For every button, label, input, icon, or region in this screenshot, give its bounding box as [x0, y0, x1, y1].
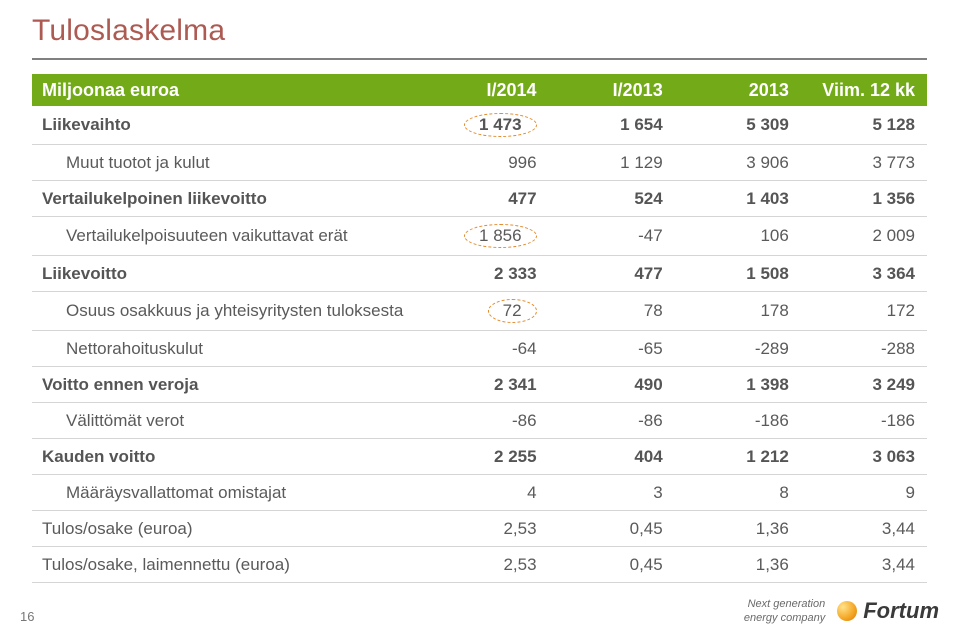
row-value: -289 — [675, 331, 801, 367]
col-header-2: I/2013 — [549, 74, 675, 106]
row-value: 9 — [801, 475, 927, 511]
row-value: -186 — [675, 403, 801, 439]
row-value: -186 — [801, 403, 927, 439]
row-value: 3 773 — [801, 145, 927, 181]
table-row: Tulos/osake (euroa)2,530,451,363,44 — [32, 511, 927, 547]
highlight-circle: 1 473 — [464, 113, 537, 137]
table-row: Liikevoitto2 3334771 5083 364 — [32, 256, 927, 292]
row-value: 0,45 — [549, 511, 675, 547]
table-row: Välittömät verot-86-86-186-186 — [32, 403, 927, 439]
row-value: 1 398 — [675, 367, 801, 403]
row-value: -288 — [801, 331, 927, 367]
table-container: Miljoonaa euroa I/2014 I/2013 2013 Viim.… — [0, 60, 959, 583]
row-label: Muut tuotot ja kulut — [32, 145, 422, 181]
page-title: Tuloslaskelma — [32, 14, 927, 48]
row-value: 1 473 — [422, 106, 548, 145]
row-label: Osuus osakkuus ja yhteisyritysten tuloks… — [32, 292, 422, 331]
sun-icon — [837, 601, 857, 621]
row-value: 72 — [422, 292, 548, 331]
row-value: 996 — [422, 145, 548, 181]
row-value: -47 — [549, 217, 675, 256]
table-row: Määräysvallattomat omistajat4389 — [32, 475, 927, 511]
col-header-4: Viim. 12 kk — [801, 74, 927, 106]
row-value: 1 403 — [675, 181, 801, 217]
table-row: Vertailukelpoisuuteen vaikuttavat erät 1 … — [32, 217, 927, 256]
row-value: -65 — [549, 331, 675, 367]
row-value: 2 333 — [422, 256, 548, 292]
brand-tagline-2: energy company — [744, 612, 825, 624]
row-value: 3 364 — [801, 256, 927, 292]
row-value: 1 356 — [801, 181, 927, 217]
table-row: Tulos/osake, laimennettu (euroa)2,530,45… — [32, 547, 927, 583]
row-label: Voitto ennen veroja — [32, 367, 422, 403]
row-value: 1 129 — [549, 145, 675, 181]
row-value: 404 — [549, 439, 675, 475]
row-value: 477 — [549, 256, 675, 292]
row-value: 3 249 — [801, 367, 927, 403]
col-header-3: 2013 — [675, 74, 801, 106]
row-value: 8 — [675, 475, 801, 511]
highlight-circle: 1 856 — [464, 224, 537, 248]
footer: 16 Next generation energy company Fortum — [0, 592, 959, 630]
row-value: 3,44 — [801, 511, 927, 547]
row-label: Liikevoitto — [32, 256, 422, 292]
col-header-label: Miljoonaa euroa — [32, 74, 422, 106]
brand-tagline-1: Next generation — [748, 598, 826, 610]
row-label: Tulos/osake (euroa) — [32, 511, 422, 547]
row-value: 5 128 — [801, 106, 927, 145]
brand-logo: Fortum — [837, 598, 939, 624]
brand-block: Next generation energy company Fortum — [744, 598, 939, 624]
row-label: Kauden voitto — [32, 439, 422, 475]
row-value: -86 — [549, 403, 675, 439]
col-header-1: I/2014 — [422, 74, 548, 106]
brand-name: Fortum — [863, 598, 939, 624]
row-value: 178 — [675, 292, 801, 331]
row-label: Nettorahoituskulut — [32, 331, 422, 367]
row-value: 106 — [675, 217, 801, 256]
row-value: 1 654 — [549, 106, 675, 145]
row-value: 2,53 — [422, 547, 548, 583]
row-value: 5 309 — [675, 106, 801, 145]
row-value: 3 063 — [801, 439, 927, 475]
table-row: Kauden voitto2 2554041 2123 063 — [32, 439, 927, 475]
row-value: 2,53 — [422, 511, 548, 547]
table-header-row: Miljoonaa euroa I/2014 I/2013 2013 Viim.… — [32, 74, 927, 106]
row-value: 3 906 — [675, 145, 801, 181]
row-label: Vertailukelpoinen liikevoitto — [32, 181, 422, 217]
row-value: 2 009 — [801, 217, 927, 256]
table-row: Nettorahoituskulut-64-65-289-288 — [32, 331, 927, 367]
row-value: 3 — [549, 475, 675, 511]
row-value: 2 341 — [422, 367, 548, 403]
row-value: -86 — [422, 403, 548, 439]
row-value: 1 508 — [675, 256, 801, 292]
row-value: 1,36 — [675, 547, 801, 583]
row-label: Välittömät verot — [32, 403, 422, 439]
row-value: 0,45 — [549, 547, 675, 583]
row-label: Vertailukelpoisuuteen vaikuttavat erät — [32, 217, 422, 256]
row-value: 490 — [549, 367, 675, 403]
row-value: 172 — [801, 292, 927, 331]
highlight-circle: 72 — [488, 299, 537, 323]
table-row: Vertailukelpoinen liikevoitto4775241 403… — [32, 181, 927, 217]
table-row: Muut tuotot ja kulut9961 1293 9063 773 — [32, 145, 927, 181]
row-value: 477 — [422, 181, 548, 217]
row-value: 78 — [549, 292, 675, 331]
row-value: 1 856 — [422, 217, 548, 256]
page-number: 16 — [20, 609, 34, 624]
row-value: 2 255 — [422, 439, 548, 475]
income-statement-table: Miljoonaa euroa I/2014 I/2013 2013 Viim.… — [32, 74, 927, 583]
table-row: Liikevaihto 1 473 1 6545 3095 128 — [32, 106, 927, 145]
row-value: 1 212 — [675, 439, 801, 475]
row-label: Määräysvallattomat omistajat — [32, 475, 422, 511]
row-value: 524 — [549, 181, 675, 217]
row-value: 3,44 — [801, 547, 927, 583]
row-label: Tulos/osake, laimennettu (euroa) — [32, 547, 422, 583]
row-value: 1,36 — [675, 511, 801, 547]
row-value: 4 — [422, 475, 548, 511]
table-row: Osuus osakkuus ja yhteisyritysten tuloks… — [32, 292, 927, 331]
row-label: Liikevaihto — [32, 106, 422, 145]
row-value: -64 — [422, 331, 548, 367]
table-row: Voitto ennen veroja2 3414901 3983 249 — [32, 367, 927, 403]
